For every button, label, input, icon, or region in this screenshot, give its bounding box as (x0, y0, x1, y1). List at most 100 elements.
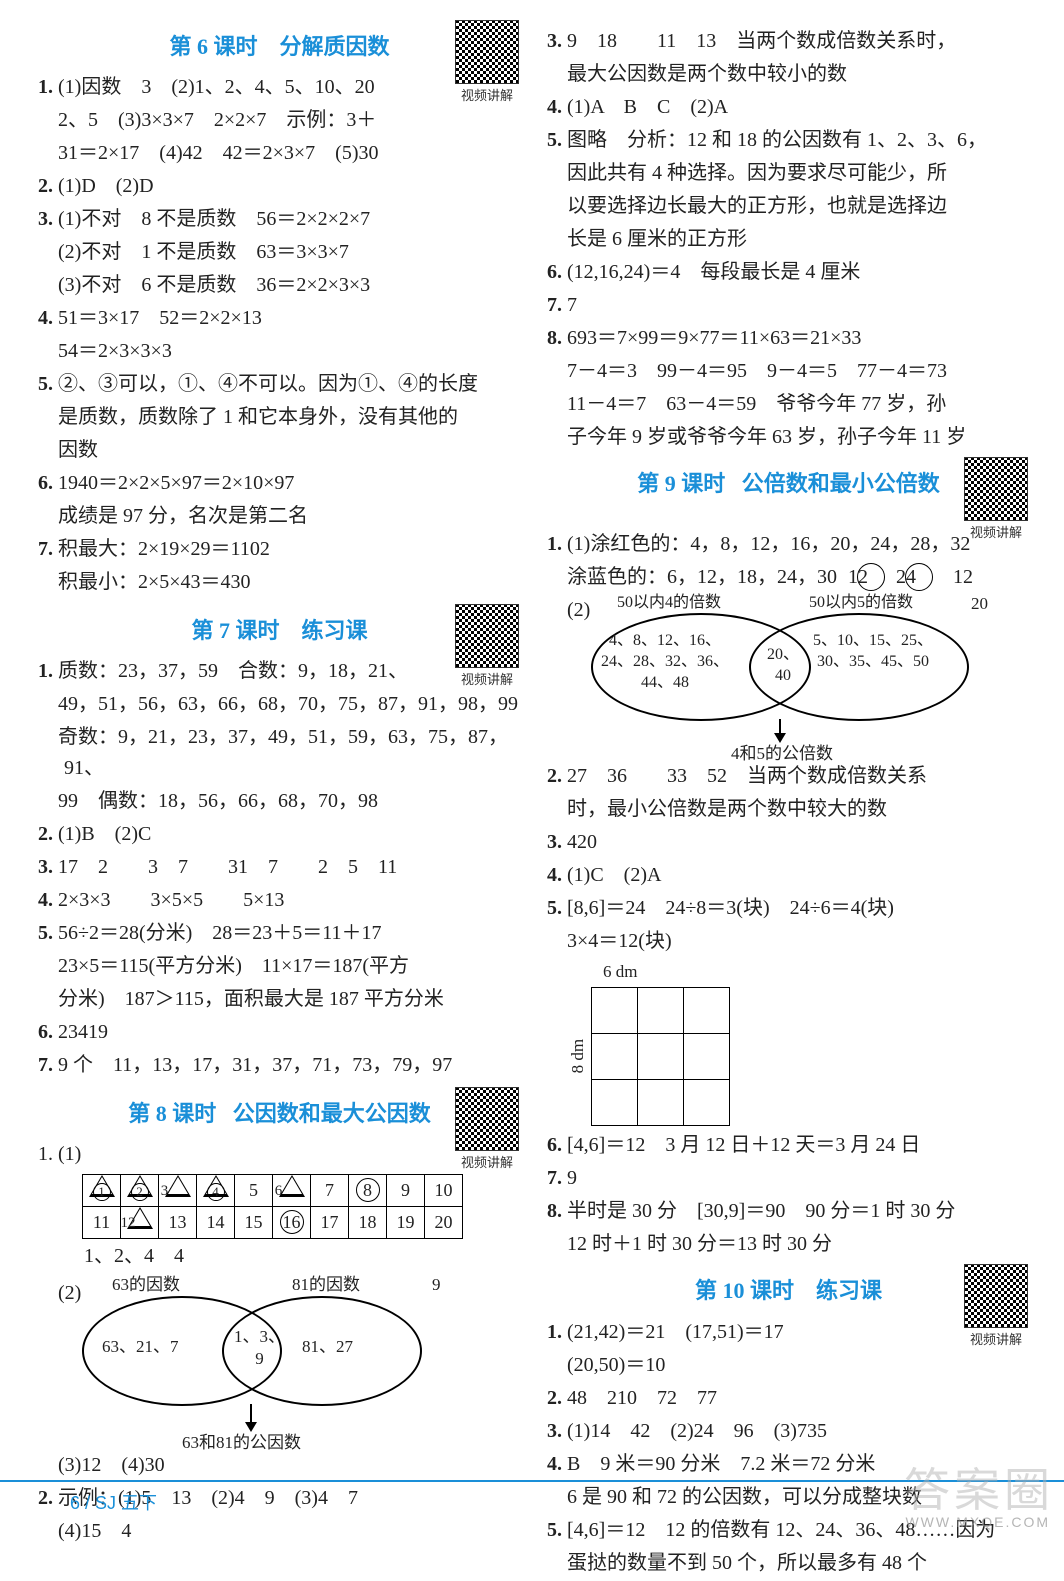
venn-right-label: 81的因数 (292, 1272, 360, 1298)
text-line: (2)不对 1 不是质数 63＝3×3×7 (38, 237, 521, 268)
text-line: 8. 693＝7×99＝9×77＝11×63＝21×33 (547, 323, 1030, 354)
text-line: 涂蓝色的：6，12，18，24，30 12 24 12 (547, 562, 1030, 593)
section-9-a: 1. (1)涂红色的：4，8，12，16，20，24，28，32 涂蓝色的：6，… (547, 529, 1030, 593)
section-6-title: 第 6 课时 分解质因数 (169, 30, 389, 64)
section-10-body: 1. (21,42)＝21 (17,51)＝17 (20,50)＝102. 48… (547, 1317, 1030, 1579)
left-column: 第 6 课时 分解质因数 视频讲解 1. (1)因数 3 (2)1、2、4、5、… (38, 24, 521, 1581)
s8-venn-index: (2) (38, 1274, 82, 1448)
qr-icon (455, 20, 519, 84)
section-6-header: 第 6 课时 分解质因数 视频讲解 (38, 24, 521, 70)
text-line: 子今年 9 岁或爷爷今年 63 岁，孙子今年 11 岁 (547, 422, 1030, 453)
section-10-header: 第 10 课时 练习课 视频讲解 (547, 1268, 1030, 1314)
text-line: 最大公因数是两个数中较小的数 (547, 59, 1030, 90)
text-line: 因数 (38, 435, 521, 466)
number-cell: 18 (349, 1207, 387, 1239)
number-cell: 5 (235, 1175, 273, 1207)
grid-3x3 (591, 987, 730, 1126)
text-line: 时，最小公倍数是两个数中较大的数 (547, 794, 1030, 825)
section-7-header: 第 7 课时 练习课 视频讲解 (38, 608, 521, 654)
number-cell: 7 (311, 1175, 349, 1207)
section-9-b: 2. 27 36 33 52 当两个数成倍数关系 时，最小公倍数是两个数中较大的… (547, 761, 1030, 957)
text-line: 5. 56÷2＝28(分米) 28＝23＋5＝11＋17 (38, 918, 521, 949)
venn-left-text: 63、21、7 (102, 1336, 179, 1358)
text-line: 6. (12,16,24)＝4 每段最长是 4 厘米 (547, 257, 1030, 288)
section-8-header: 第 8 课时 公因数和最大公因数 视频讲解 (38, 1091, 521, 1137)
qr-label: 视频讲解 (451, 1153, 523, 1173)
grid-top-label: 6 dm (603, 959, 1030, 985)
text-line: (20,50)＝10 (547, 1350, 1030, 1381)
number-cell: 2 (121, 1175, 159, 1207)
section-9-c: 6. [4,6]＝12 3 月 12 日＋12 天＝3 月 24 日7. 98.… (547, 1130, 1030, 1260)
text-line: 3. (1)不对 8 不是质数 56＝2×2×2×7 (38, 204, 521, 235)
text-line: (4)15 4 (38, 1516, 521, 1547)
text-line: 2. (1)D (2)D (38, 171, 521, 202)
qr-10: 视频讲解 (960, 1264, 1032, 1350)
number-cell: 12 (121, 1207, 159, 1239)
text-line: 4. (1)C (2)A (547, 860, 1030, 891)
text-line: 长是 6 厘米的正方形 (547, 224, 1030, 255)
section-8r-body: 3. 9 18 11 13 当两个数成倍数关系时， 最大公因数是两个数中较小的数… (547, 26, 1030, 453)
s9-venn-index: (2) (547, 595, 591, 759)
venn-mid-text: 1、3、 9 (234, 1326, 285, 1370)
text-line: 7. 9 个 11，13，17，31，37，71，73，79，97 (38, 1050, 521, 1081)
qr-label: 视频讲解 (451, 86, 523, 106)
qr-icon (964, 1264, 1028, 1328)
watermark-url: WWW.MXQE.COM (905, 1512, 1050, 1534)
text-line: 5. ②、③可以，①、④不可以。因为①、④的长度 (38, 369, 521, 400)
section-10-title: 第 10 课时 练习课 (695, 1274, 882, 1308)
text-line: 2. (1)B (2)C (38, 819, 521, 850)
text-line: 3×4＝12(块) (547, 926, 1030, 957)
text-line: 99 偶数：18，56，66，68，70，98 (38, 786, 521, 817)
right-column: 3. 9 18 11 13 当两个数成倍数关系时， 最大公因数是两个数中较小的数… (547, 24, 1030, 1581)
number-cell: 8 (349, 1175, 387, 1207)
text-line: 积最小：2×5×43＝430 (38, 567, 521, 598)
venn-outside: 9 (432, 1272, 441, 1298)
section-6-body: 1. (1)因数 3 (2)1、2、4、5、10、20 2、5 (3)3×3×7… (38, 72, 521, 598)
qr-label: 视频讲解 (960, 1330, 1032, 1350)
venn-caption: 63和81的公因数 (182, 1432, 301, 1454)
text-line: 11－4＝7 63－4＝59 爷爷今年 77 岁，孙 (547, 389, 1030, 420)
text-line: 6. [4,6]＝12 3 月 12 日＋12 天＝3 月 24 日 (547, 1130, 1030, 1161)
text-line: 5. [8,6]＝24 24÷8＝3(块) 24÷6＝4(块) (547, 893, 1030, 924)
text-line: 分米) 187＞115，面积最大是 187 平方分米 (38, 984, 521, 1015)
number-cell: 19 (387, 1207, 425, 1239)
text-line: 1. (1)涂红色的：4，8，12，16，20，24，28，32 (547, 529, 1030, 560)
number-cell: 20 (425, 1207, 463, 1239)
venn-63-81: 63的因数 81的因数 9 63、21、7 1、3、 9 81、27 63和81… (82, 1276, 442, 1446)
s8-pre-table: 1. (1) (38, 1139, 521, 1170)
number-cell: 6 (273, 1175, 311, 1207)
number-cell: 14 (197, 1207, 235, 1239)
qr-7: 视频讲解 (451, 604, 523, 690)
venn2-caption: 4和5的公倍数 (731, 743, 833, 765)
text-line: 3. 17 2 3 7 31 7 2 5 11 (38, 852, 521, 883)
text-line: 3. 420 (547, 827, 1030, 858)
qr-icon (455, 604, 519, 668)
number-cell: 11 (83, 1207, 121, 1239)
number-cell: 17 (311, 1207, 349, 1239)
qr-8: 视频讲解 (451, 1087, 523, 1173)
grid-left-label: 8 dm (565, 1039, 591, 1073)
text-line: 49，51，56，63，66，68，70，75，87，91，98，99 (38, 689, 521, 720)
venn-right-text: 81、27 (302, 1336, 353, 1358)
qr-label: 视频讲解 (451, 670, 523, 690)
number-cell: 10 (425, 1175, 463, 1207)
text-line: 成绩是 97 分，名次是第二名 (38, 501, 521, 532)
text-line: 是质数，质数除了 1 和它本身外，没有其他的 (38, 402, 521, 433)
text-line: 6. 1940＝2×2×5×97＝2×10×97 (38, 468, 521, 499)
section-7-body: 1. 质数：23，37，59 合数：9，18，21、 49，51，56，63，6… (38, 656, 521, 1081)
text-line: 2. 48 210 72 77 (547, 1383, 1030, 1414)
text-line: 8. 半时是 30 分 [30,9]＝90 90 分＝1 时 30 分 (547, 1196, 1030, 1227)
text-line: 奇数：9，21，23，37，49，51，59，63，75，87，91、 (38, 722, 521, 784)
text-line: 12 时＋1 时 30 分＝13 时 30 分 (547, 1229, 1030, 1260)
number-cell: 4 (197, 1175, 235, 1207)
text-line: 以要选择边长最大的正方形，也就是选择边 (547, 191, 1030, 222)
text-line: 4. (1)A B C (2)A (547, 92, 1030, 123)
number-cell: 1 (83, 1175, 121, 1207)
venn2-right: 5、10、15、25、 30、35、45、50 (813, 631, 933, 673)
text-line: 3. 9 18 11 13 当两个数成倍数关系时， (547, 26, 1030, 57)
text-line: 1. (1)因数 3 (2)1、2、4、5、10、20 (38, 72, 521, 103)
text-line: 5. 图略 分析：12 和 18 的公因数有 1、2、3、6， (547, 125, 1030, 156)
text-line: (3)不对 6 不是质数 36＝2×2×3×3 (38, 270, 521, 301)
text-line: 2. 27 36 33 52 当两个数成倍数关系 (547, 761, 1030, 792)
text-line: 31＝2×17 (4)42 42＝2×3×7 (5)30 (38, 138, 521, 169)
